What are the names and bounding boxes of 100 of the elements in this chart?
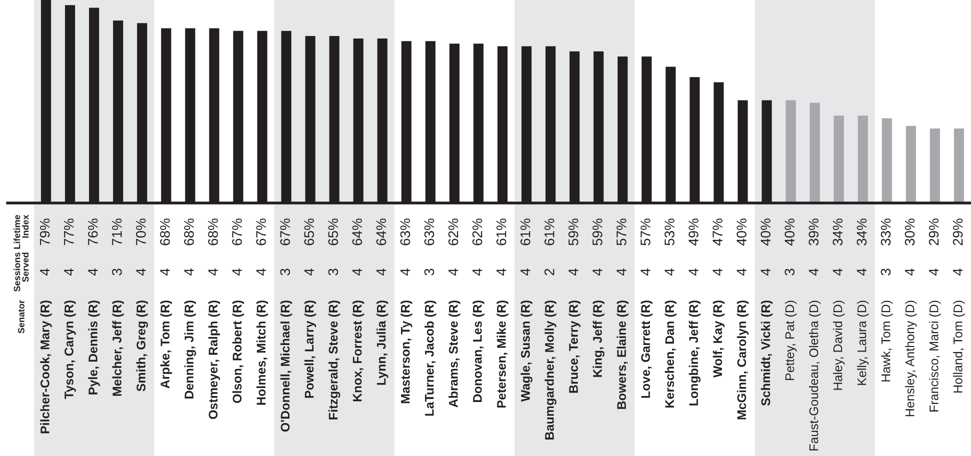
x-tick-label: Hensley, Anthony (D) — [905, 300, 917, 416]
text: 4 — [136, 268, 146, 276]
data-label: 79% — [40, 218, 50, 246]
data-label: 39% — [808, 218, 819, 246]
text: 3 — [784, 268, 795, 276]
x-tick-label: Faust-Goudeau, Oletha (D) — [809, 300, 821, 450]
x-tick-label: Lynn, Julia (R) — [376, 300, 388, 385]
x-tick-label: Donovan, Les (R) — [472, 300, 484, 402]
x-tick-label: Petersen, Mike (R) — [496, 300, 508, 408]
x-tick-label: Baumgardner, Molly (R) — [544, 300, 556, 440]
text: 3 — [328, 268, 338, 276]
data-label: 47% — [712, 218, 722, 246]
text: 4 — [808, 268, 818, 276]
x-tick-label: LaTurner, Jacob (R) — [424, 300, 436, 416]
text: 4 — [88, 268, 98, 276]
data-label: 67% — [256, 218, 266, 246]
text: Senator — [18, 300, 24, 334]
text: 4 — [856, 268, 866, 276]
text: 4 — [40, 268, 50, 276]
bar — [834, 116, 844, 203]
text: 4 — [568, 268, 578, 276]
text: 4 — [832, 268, 842, 276]
text: 4 — [256, 268, 266, 276]
text: 4 — [400, 268, 410, 276]
data-label: 64% — [376, 218, 386, 246]
data-label: 49% — [688, 218, 698, 246]
text: 4 — [520, 268, 530, 276]
data-label: 68% — [208, 218, 218, 246]
data-label: 68% — [184, 218, 194, 246]
x-tick-label: Smith, Greg (R) — [136, 300, 148, 392]
x-tick-label: Kelly, Laura (D) — [857, 300, 869, 385]
text: 4 — [664, 268, 674, 276]
x-tick-label: Love, Garrett (R) — [640, 300, 652, 398]
x-tick-label: King, Jeff (R) — [592, 300, 604, 377]
data-label: 65% — [304, 218, 314, 246]
x-tick-label: Hawk, Tom (D) — [881, 300, 893, 382]
data-label: 59% — [568, 218, 578, 246]
text: 4 — [64, 268, 74, 276]
x-tick-label: Schmidt, Vicki (R) — [760, 300, 773, 406]
data-label: 68% — [160, 218, 170, 246]
data-label: 40% — [736, 218, 746, 246]
text: 4 — [448, 268, 458, 276]
text: 3 — [424, 268, 434, 276]
x-tick-label: Kerschen, Dan (R) — [664, 300, 677, 408]
text: 4 — [304, 268, 314, 276]
text: 4 — [496, 268, 506, 276]
data-label: 59% — [592, 218, 602, 246]
text: Sessions Served — [14, 252, 29, 292]
data-label: 40% — [760, 218, 771, 246]
x-tick-label: Knox, Forrest (R) — [352, 300, 364, 402]
x-tick-label: Pilcher-Cook, Mary (R) — [40, 300, 52, 434]
text: 4 — [160, 268, 170, 276]
text: 4 — [352, 268, 362, 276]
text: Lifetime Index — [14, 214, 29, 249]
text: 4 — [232, 268, 242, 276]
bar — [786, 100, 796, 203]
x-tick-label: Francisco, Marci (D) — [929, 300, 941, 412]
x-tick-label: Ostmeyer, Ralph (R) — [208, 300, 220, 419]
x-tick-label: Arpke, Tom (R) — [160, 300, 172, 388]
data-label: 30% — [904, 218, 915, 246]
x-tick-label: Denning, Jim (R) — [184, 300, 196, 398]
x-tick-label: Wagle, Susan (R) — [520, 300, 532, 402]
x-tick-label: Holland, Tom (D) — [953, 300, 965, 393]
data-label: 67% — [232, 218, 242, 246]
x-tick-label: Tyson, Caryn (R) — [64, 300, 76, 399]
data-label: 57% — [616, 218, 626, 246]
data-label: 63% — [424, 218, 434, 246]
data-label: 34% — [832, 218, 843, 246]
x-tick-label: Olson, Robert (R) — [232, 300, 244, 403]
x-tick-label: Bruce, Terry (R) — [568, 300, 580, 393]
data-label: 29% — [952, 218, 963, 246]
x-tick-label: O'Donnell, Michael (R) — [280, 300, 292, 432]
data-label: 76% — [88, 218, 98, 246]
text: 4 — [904, 268, 915, 276]
text: 4 — [208, 268, 218, 276]
text: 4 — [184, 268, 194, 276]
text: 4 — [736, 268, 746, 276]
data-label: 63% — [400, 218, 410, 246]
text: 4 — [929, 268, 939, 276]
text: 4 — [376, 268, 386, 276]
x-tick-label: Powell, Larry (R) — [304, 300, 316, 398]
data-label: 61% — [496, 218, 506, 246]
data-label: 61% — [544, 218, 554, 246]
x-tick-label: Fitzgerald, Steve (R) — [328, 300, 340, 420]
data-label: 62% — [448, 218, 458, 246]
data-label: 71% — [112, 218, 122, 246]
x-tick-label: Pyle, Dennis (R) — [88, 300, 100, 394]
data-label: 33% — [880, 218, 891, 246]
text: 4 — [688, 268, 698, 276]
x-tick-label: Abrams, Steve (R) — [448, 300, 460, 408]
x-tick-label: Holmes, Mitch (R) — [256, 300, 268, 405]
text: 4 — [712, 268, 722, 276]
data-label: 61% — [520, 218, 530, 246]
x-tick-label: Masterson, Ty (R) — [400, 300, 412, 404]
x-tick-label: Bowers, Elaine (R) — [616, 300, 628, 409]
text: 4 — [760, 268, 770, 276]
x-tick-label: Haley, David (D) — [833, 300, 845, 390]
bar — [954, 128, 964, 203]
text: 4 — [472, 268, 482, 276]
data-label: 53% — [664, 218, 674, 246]
